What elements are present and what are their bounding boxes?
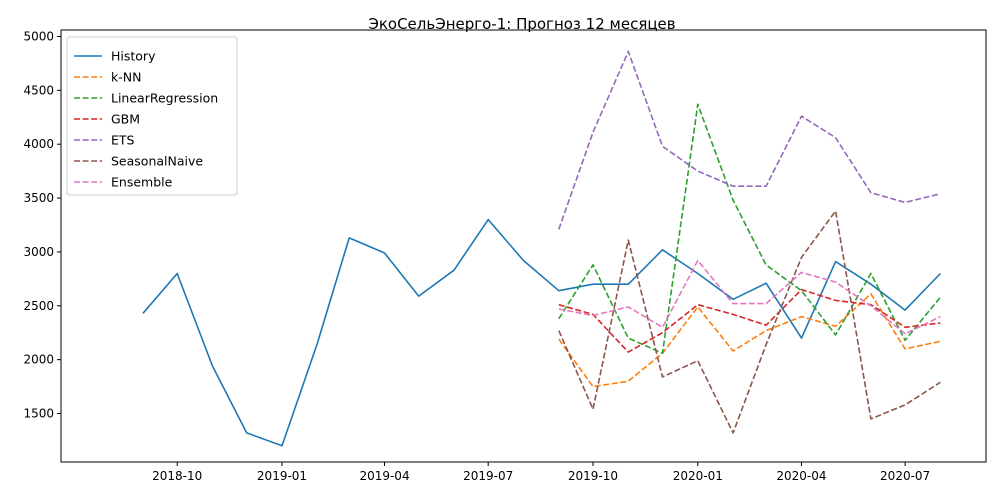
y-tick-label: 4000 bbox=[23, 137, 54, 151]
series-line-ensemble bbox=[558, 259, 941, 335]
series-line-history bbox=[142, 218, 941, 447]
legend-label: History bbox=[111, 49, 156, 64]
x-axis: 2018-10 2019-01 2019-04 2019-07 2019-10 2020-… bbox=[152, 462, 930, 483]
chart-title: ЭкоСельЭнерго-1: Прогноз 12 месяцев bbox=[368, 15, 675, 33]
legend-label: k-NN bbox=[111, 70, 141, 85]
series-line-ets bbox=[558, 50, 941, 230]
legend-label: ETS bbox=[111, 133, 135, 148]
y-tick-label: 3000 bbox=[23, 245, 54, 259]
x-tick-label: 2018-10 bbox=[152, 469, 202, 483]
x-tick-label: 2019-10 bbox=[568, 469, 618, 483]
x-tick-label: 2020-07 bbox=[880, 469, 930, 483]
y-tick-label: 1500 bbox=[23, 407, 54, 421]
legend-label: SeasonalNaive bbox=[111, 154, 203, 169]
x-tick-label: 2019-01 bbox=[257, 469, 307, 483]
y-tick-label: 5000 bbox=[23, 29, 54, 43]
legend: History k-NN LinearRegression GBM ETS Seasona… bbox=[66, 36, 238, 196]
legend-label: LinearRegression bbox=[111, 91, 218, 106]
y-tick-label: 2000 bbox=[23, 353, 54, 367]
y-tick-label: 2500 bbox=[23, 299, 54, 313]
x-tick-label: 2019-04 bbox=[359, 469, 409, 483]
y-tick-label: 3500 bbox=[23, 191, 54, 205]
y-tick-label: 4500 bbox=[23, 83, 54, 97]
legend-box bbox=[66, 36, 238, 196]
series-layer bbox=[142, 50, 942, 447]
x-tick-label: 2019-07 bbox=[463, 469, 513, 483]
legend-label: GBM bbox=[111, 112, 140, 127]
series-line-gbm bbox=[558, 288, 941, 353]
plot-area: 2018-10 2019-01 2019-04 2019-07 2019-10 2020-… bbox=[23, 29, 987, 483]
y-axis: 1500 2000 2500 3000 3500 4000 4500 5000 bbox=[23, 29, 61, 421]
x-tick-label: 2020-04 bbox=[776, 469, 826, 483]
x-tick-label: 2020-01 bbox=[673, 469, 723, 483]
legend-label: Ensemble bbox=[111, 175, 173, 190]
series-line-k-nn bbox=[558, 293, 941, 388]
axes-frame bbox=[60, 29, 987, 463]
series-line-linearregression bbox=[558, 103, 942, 355]
series-line-seasonalnaive bbox=[558, 210, 941, 434]
